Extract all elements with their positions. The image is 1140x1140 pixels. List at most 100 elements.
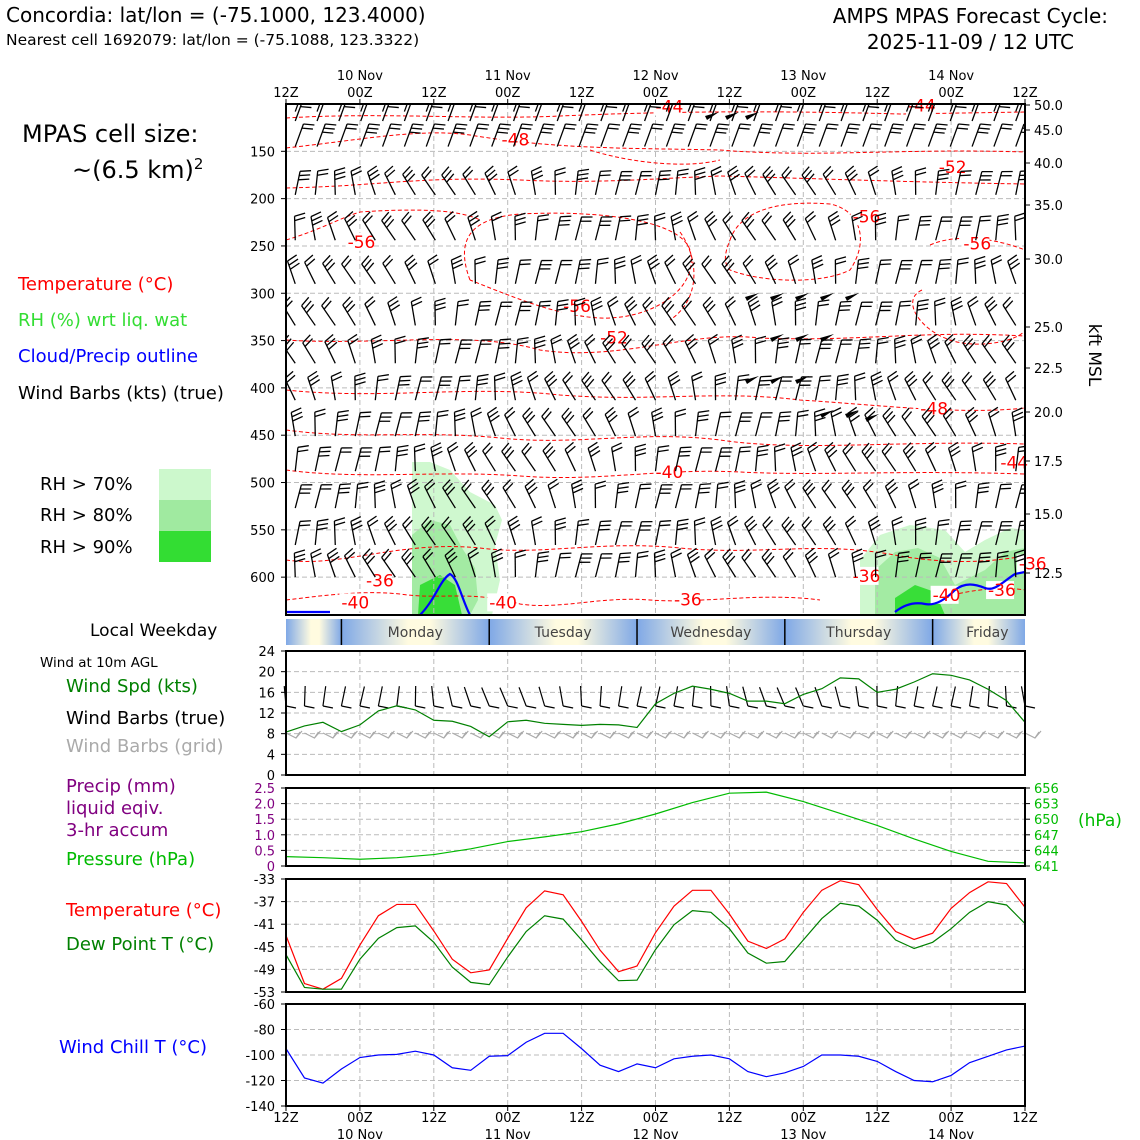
wind-barb [766, 478, 780, 509]
wind-barb-feather [819, 379, 831, 382]
wind-barb [322, 254, 336, 285]
wind-barb-feather [821, 479, 830, 489]
wind-barb-feather [802, 131, 814, 134]
wind-barb-feather [537, 218, 549, 222]
wind-barb [814, 339, 833, 364]
contour-label-17: -40 [933, 586, 961, 606]
wind-barb-feather [686, 337, 696, 347]
wind-barb-feather [366, 555, 376, 565]
wind-barb [330, 371, 343, 401]
height-tick-label: 20.0 [1034, 406, 1063, 421]
wind-barb-feather [971, 442, 983, 449]
wind-barb [354, 447, 373, 472]
wind-barb-feather [694, 167, 706, 172]
wind-barb-feather [476, 127, 488, 130]
wind-barb [931, 479, 944, 509]
bottom-time-label: 00Z [347, 1111, 373, 1126]
wind10m-true-barb [725, 686, 730, 707]
wind-barb [343, 547, 356, 578]
wind-barb-staff [425, 104, 430, 112]
wind10m-grid-barb [766, 730, 783, 739]
wind-barb-feather [761, 548, 770, 558]
wind-barb [294, 484, 313, 509]
legend-wind-spd: Wind Spd (kts) [66, 676, 198, 697]
wind-barb-feather [384, 258, 394, 268]
wind10m-true-barb [463, 686, 472, 707]
wind-barb-feather [360, 411, 372, 414]
wind-barb [614, 215, 632, 241]
wind-barb [601, 371, 617, 401]
wind-barb [1014, 212, 1025, 241]
wind-barb-feather [637, 218, 649, 222]
wind-barb [670, 211, 683, 241]
wind-barb-feather [704, 211, 714, 220]
wind-barb-feather [304, 254, 314, 263]
wind-barb-feather [891, 127, 903, 130]
wind-barb-feather [750, 479, 762, 486]
wind-barb-feather [884, 446, 893, 456]
wind-barb [915, 259, 933, 284]
wind-barb-staff [403, 104, 412, 122]
wind-barb-feather [968, 300, 979, 308]
wind-barb [841, 479, 857, 509]
wind10m-true-barb [636, 686, 642, 707]
wind-barb-feather [298, 178, 310, 181]
wind-barb-feather [825, 519, 834, 529]
wind-barb-staff [394, 376, 401, 401]
wind-barb-feather [462, 516, 471, 525]
wind-barb [590, 296, 603, 326]
wind-barb-feather [758, 131, 771, 134]
wind-barb-feather [924, 411, 933, 421]
wind-barb-feather [612, 446, 623, 453]
wind-barb-feather [428, 258, 439, 266]
wind-barb-staff [343, 555, 356, 578]
wind-barb [881, 442, 897, 472]
wind-barb-feather [848, 93, 859, 94]
wind-barb [507, 165, 519, 196]
wind-barb-staff [796, 104, 801, 112]
wind-barb-staff [774, 104, 780, 112]
wind-speed-line [285, 673, 1026, 738]
wind-barb-feather [494, 372, 506, 377]
wind-barb-staff [694, 484, 701, 509]
wind-barb-feather [711, 170, 723, 177]
wind-barb [467, 547, 479, 578]
wind-barb-feather [372, 342, 384, 349]
wind-barb-staff [875, 302, 883, 326]
wind-barb [484, 165, 498, 196]
wind-barb-feather [980, 215, 992, 218]
wind-barb-feather [1002, 123, 1014, 126]
wind-barb [554, 167, 566, 195]
wind-barb-feather [804, 127, 816, 130]
wind-barb-staff [741, 220, 757, 241]
wind-barb [734, 412, 753, 437]
wind-barb [734, 374, 750, 401]
station-title: Concordia: lat/lon = (-75.1000, 123.4000… [6, 3, 426, 27]
wind-barb [467, 210, 481, 241]
wind-barb-feather [960, 170, 972, 173]
wind-barb-feather [949, 445, 960, 453]
wind-barb-feather [978, 486, 990, 490]
wind-barb-feather [424, 215, 434, 224]
wind-barb-feather [1011, 407, 1023, 414]
wind-barb-feather [567, 333, 578, 342]
wind-barb-feather [574, 297, 586, 303]
wind-barb-feather [837, 373, 849, 377]
wind-barb-feather [371, 338, 383, 345]
wind-barb-feather [915, 517, 927, 522]
wind-barb [796, 123, 817, 147]
wind-barb-feather [1005, 370, 1015, 379]
pressure-tick-label: 300 [250, 287, 275, 302]
wind-barb-feather [1010, 262, 1021, 270]
wind-barb-staff [614, 484, 619, 509]
wind-pennant [795, 334, 809, 342]
wind-barb-feather [958, 123, 970, 126]
wind-barb-feather [352, 524, 363, 531]
wind-barb-feather [828, 449, 838, 458]
wind-barb-feather [406, 173, 416, 183]
wind-barb-feather [550, 334, 562, 341]
wind-barb-staff [709, 104, 714, 112]
wind10m-ytick-label: 20 [258, 666, 275, 681]
top-time-label: 00Z [791, 86, 817, 101]
legend-cloud: Cloud/Precip outline [18, 346, 199, 367]
